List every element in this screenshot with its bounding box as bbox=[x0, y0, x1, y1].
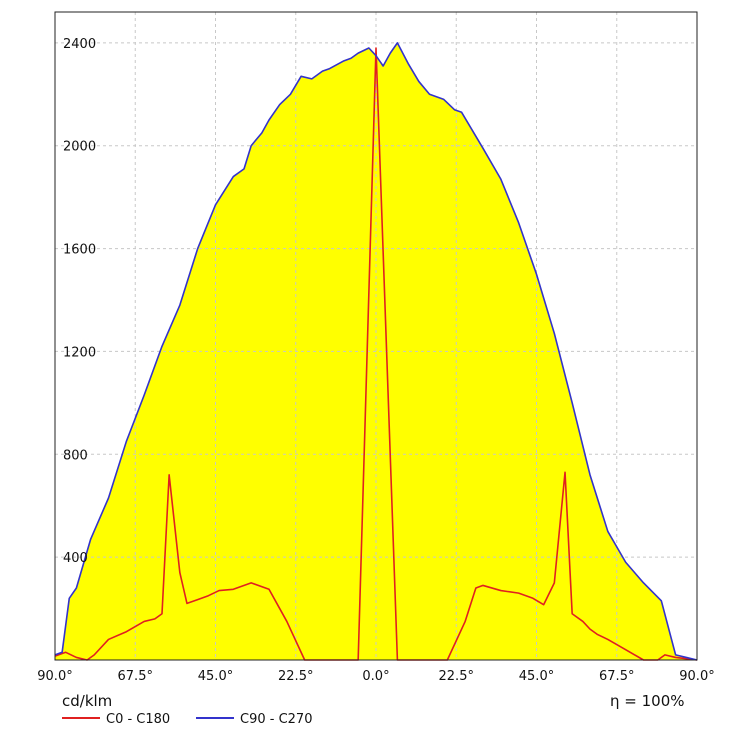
x-tick-label: 90.0° bbox=[679, 669, 714, 684]
x-tick-label: 45.0° bbox=[519, 669, 554, 684]
y-tick-labels: 400 800 1200 1600 2000 2400 bbox=[63, 37, 96, 566]
x-tick-label: 22.5° bbox=[278, 669, 313, 684]
y-tick-label: 2000 bbox=[63, 140, 96, 155]
x-tick-label: 90.0° bbox=[37, 669, 72, 684]
y-tick-label: 2400 bbox=[63, 37, 96, 52]
unit-label: cd/klm bbox=[62, 692, 112, 710]
x-tick-labels: 90.0° 67.5° 45.0° 22.5° 0.0° 22.5° 45.0° 67.5° 9… bbox=[37, 669, 714, 684]
legend-label-c90-c270: C90 - C270 bbox=[240, 712, 312, 727]
x-tick-label: 67.5° bbox=[118, 669, 153, 684]
series-line-1 bbox=[54, 42, 698, 661]
y-tick-label: 400 bbox=[63, 551, 88, 566]
y-tick-label: 800 bbox=[63, 448, 88, 463]
grid-layer bbox=[55, 12, 697, 660]
x-tick-label: 22.5° bbox=[439, 669, 474, 684]
x-tick-label: 67.5° bbox=[599, 669, 634, 684]
legend: C0 - C180 C90 - C270 bbox=[62, 712, 312, 727]
plot-frame bbox=[54, 11, 698, 661]
y-tick-label: 1600 bbox=[63, 243, 96, 258]
efficiency-label: η = 100% bbox=[610, 692, 685, 710]
series-line-0 bbox=[54, 47, 698, 661]
legend-label-c0-c180: C0 - C180 bbox=[106, 712, 170, 727]
x-tick-label: 0.0° bbox=[362, 669, 389, 684]
series-layer bbox=[54, 42, 698, 661]
y-tick-label: 1200 bbox=[63, 345, 96, 360]
x-tick-label: 45.0° bbox=[198, 669, 233, 684]
